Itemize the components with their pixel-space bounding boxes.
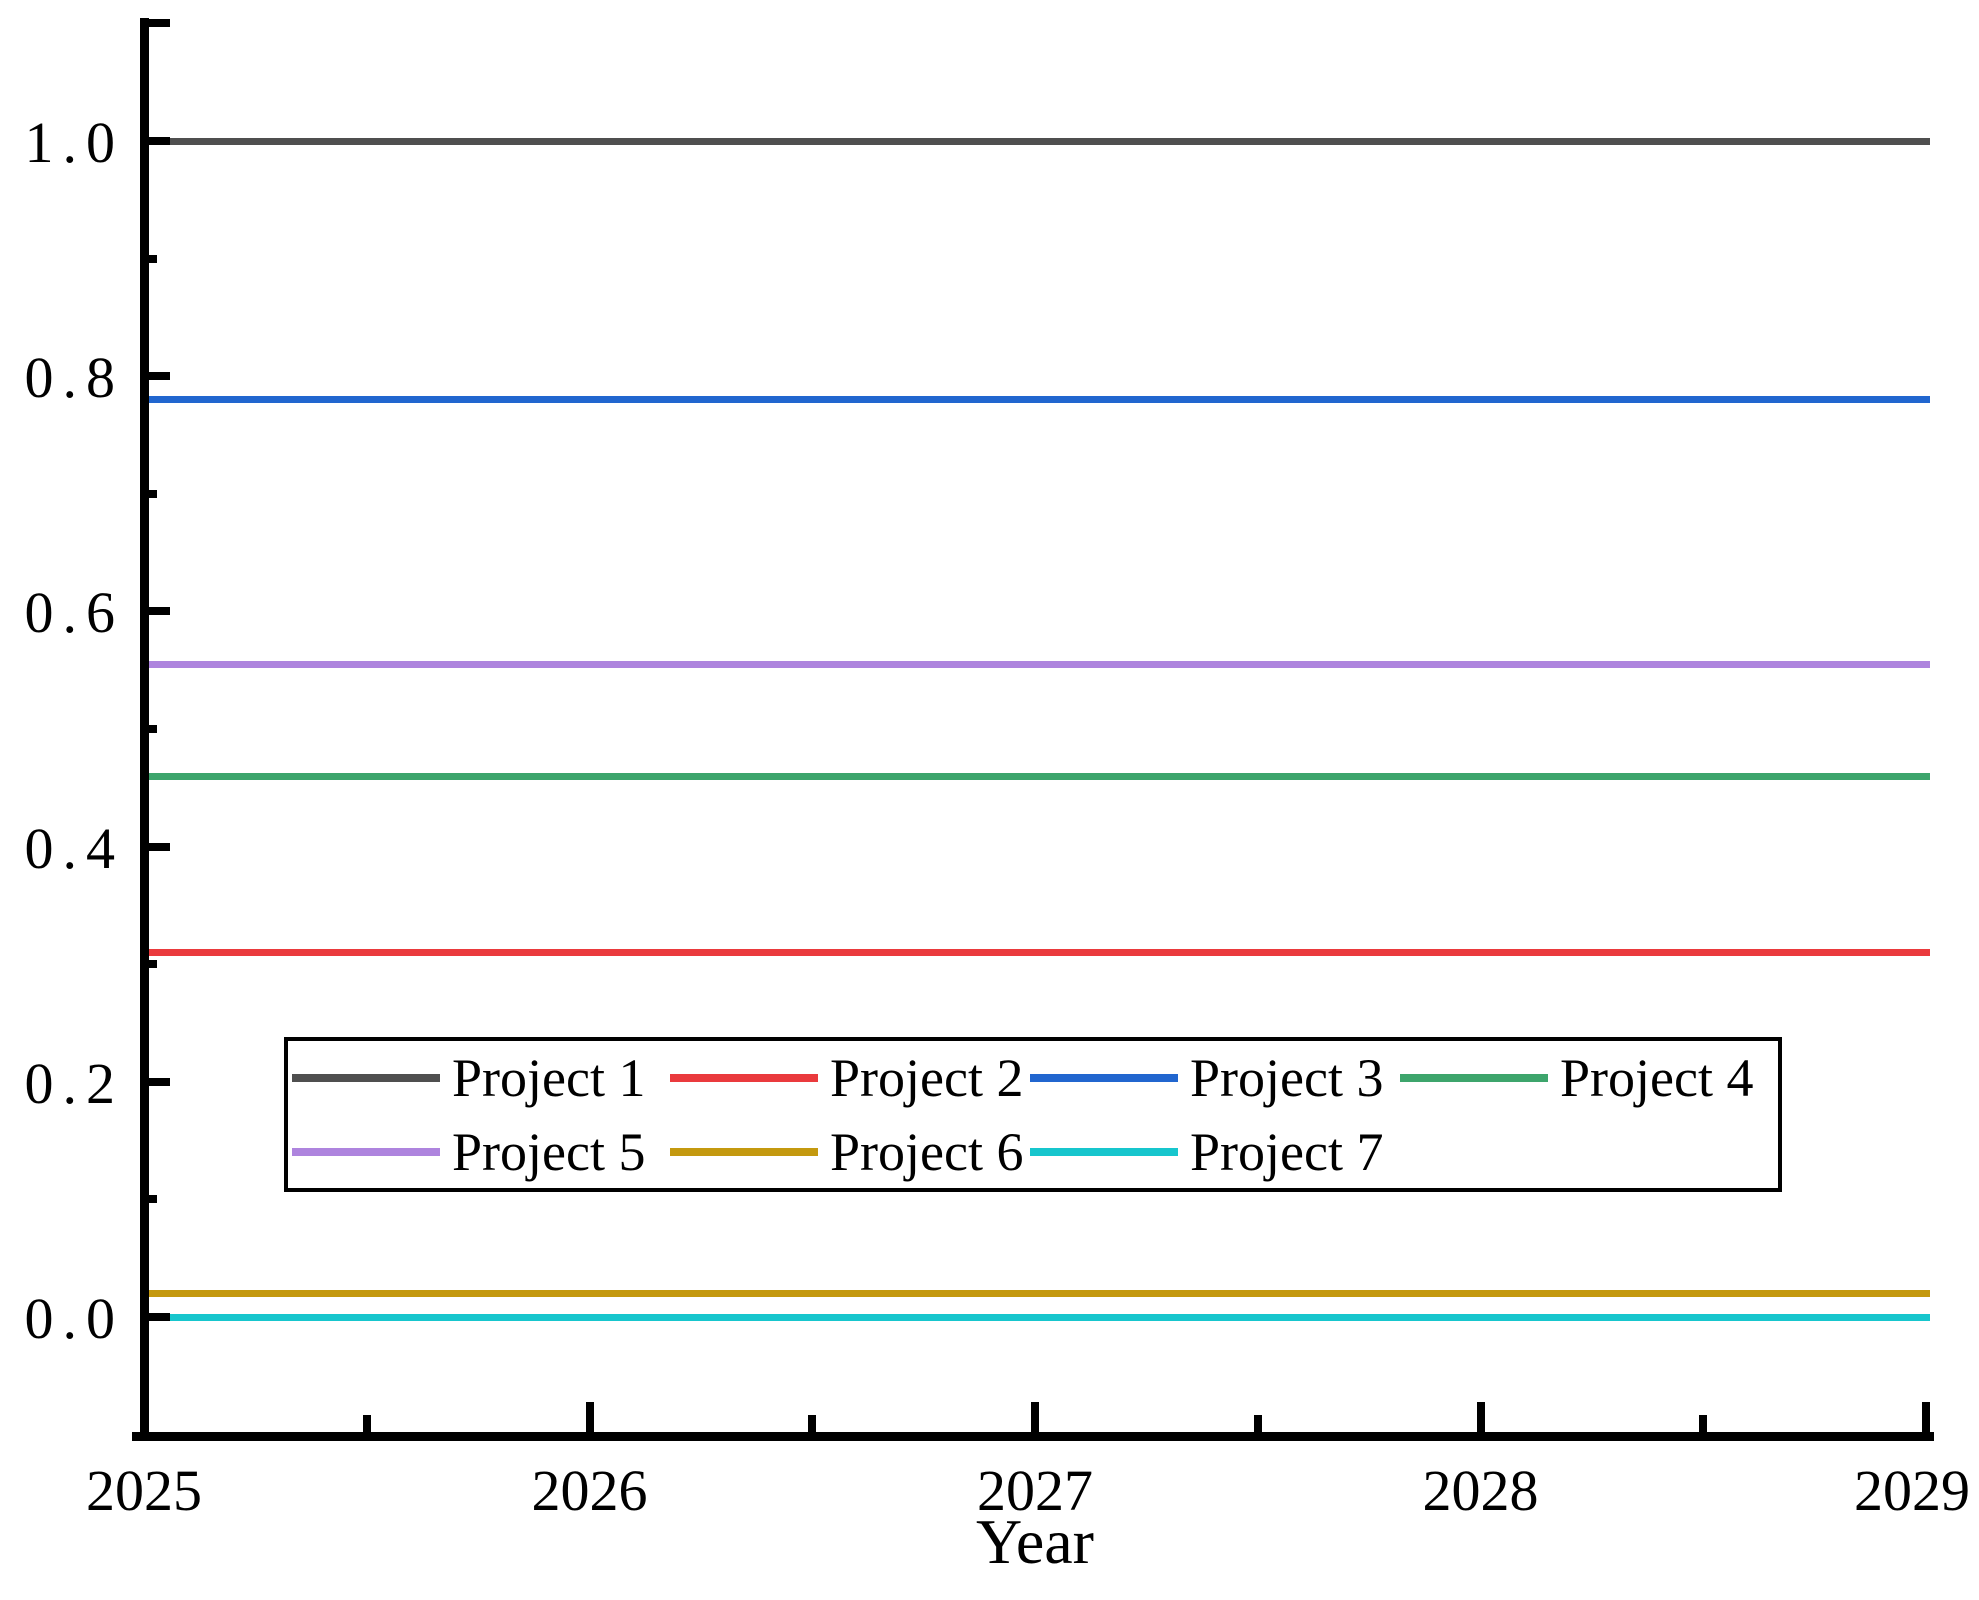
legend-label: Project 4: [1560, 1048, 1754, 1108]
legend-label: Project 6: [830, 1122, 1024, 1182]
legend-item-project-1: Project 1: [292, 1043, 645, 1113]
y-tick-label: 1.0: [24, 110, 124, 175]
x-major-tick: [140, 1402, 148, 1432]
x-major-tick: [585, 1402, 594, 1432]
x-minor-tick: [1699, 1415, 1708, 1432]
x-major-tick: [1476, 1402, 1485, 1432]
legend-line-swatch: [1030, 1074, 1178, 1082]
y-tick-label: 0.6: [24, 580, 124, 646]
x-minor-tick: [808, 1415, 817, 1432]
x-minor-tick: [362, 1415, 371, 1432]
x-tick-label: 2027: [977, 1458, 1093, 1523]
legend-label: Project 2: [830, 1048, 1024, 1108]
x-major-tick: [1031, 1402, 1039, 1432]
y-major-tick: [140, 1313, 170, 1321]
legend-line-swatch: [292, 1074, 440, 1082]
legend-line-swatch: [1400, 1074, 1548, 1082]
legend-box: Project 1 Project 2 Project 3 Project 4 Proj…: [284, 1037, 1782, 1192]
y-major-tick: [140, 137, 170, 145]
series-line-project-1: [149, 137, 1930, 145]
y-tick-label: 0.4: [24, 815, 124, 881]
legend-item-project-5: Project 5: [292, 1117, 645, 1187]
legend-item-project-7: Project 7: [1030, 1117, 1383, 1187]
legend-item-project-3: Project 3: [1030, 1043, 1383, 1113]
y-major-tick: [140, 607, 170, 616]
series-line-project-3: [149, 396, 1930, 404]
y-minor-tick: [140, 489, 157, 498]
legend-item-project-6: Project 6: [670, 1117, 1023, 1187]
y-minor-tick: [140, 254, 157, 263]
series-line-project-7: [149, 1313, 1930, 1321]
y-tick-label: 0.0: [24, 1286, 124, 1351]
y-minor-tick: [140, 1195, 157, 1204]
x-tick-label: 2029: [1854, 1458, 1970, 1523]
x-major-tick: [1922, 1402, 1930, 1432]
y-major-tick: [140, 1077, 170, 1086]
y-minor-tick: [140, 725, 157, 733]
x-axis-title: Year: [976, 1506, 1094, 1577]
y-major-tick: [140, 842, 170, 851]
series-line-project-5: [149, 660, 1930, 668]
x-tick-label: 2025: [86, 1458, 202, 1523]
y-major-tick: [140, 19, 170, 28]
legend-line-swatch: [1030, 1148, 1178, 1156]
legend-item-project-4: Project 4: [1400, 1043, 1753, 1113]
legend-item-project-2: Project 2: [670, 1043, 1023, 1113]
series-line-project-4: [149, 772, 1930, 780]
legend-label: Project 5: [452, 1122, 646, 1182]
x-tick-label: 2026: [531, 1458, 648, 1523]
legend-label: Project 1: [452, 1048, 646, 1108]
legend-label: Project 7: [1190, 1122, 1384, 1182]
legend-line-swatch: [292, 1148, 440, 1156]
x-tick-label: 2028: [1422, 1458, 1539, 1523]
x-axis-spine: [132, 1432, 1934, 1441]
y-tick-label: 0.2: [24, 1050, 124, 1116]
y-tick-label: 0.8: [24, 345, 124, 411]
series-line-project-6: [149, 1289, 1930, 1297]
legend-line-swatch: [670, 1148, 818, 1156]
x-minor-tick: [1253, 1415, 1262, 1432]
legend-line-swatch: [670, 1074, 818, 1082]
y-major-tick: [140, 372, 170, 381]
legend-label: Project 3: [1190, 1048, 1384, 1108]
series-line-project-2: [149, 948, 1930, 956]
y-minor-tick: [140, 960, 157, 969]
